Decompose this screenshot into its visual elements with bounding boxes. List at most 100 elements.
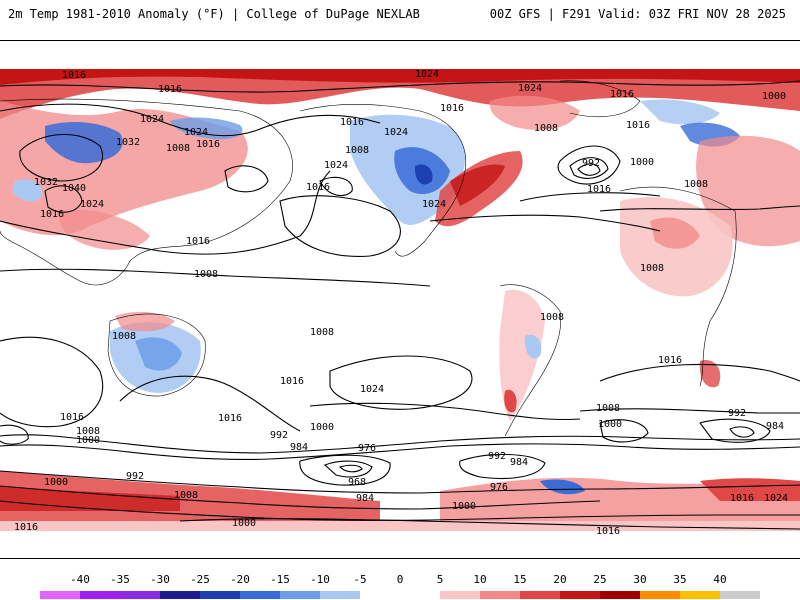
colorbar-tick-label: -25 [190, 573, 210, 586]
isobar-label: 1016 [440, 103, 464, 114]
colorbar-swatch [280, 591, 321, 599]
colorbar-tick-label: 15 [513, 573, 527, 586]
isobar-label: 1016 [196, 139, 220, 150]
isobar-label: 1016 [280, 376, 304, 387]
colorbar-labels: -40 -35 -30 -25 -20 -15 -10 -5 0 5 10 15 20 25 30 35 40 [0, 573, 800, 589]
isobar-label: 976 [358, 443, 376, 454]
isobar-label: 1032 [116, 137, 140, 148]
isobar-label: 1008 [540, 312, 564, 323]
colorbar-swatch [440, 591, 481, 599]
colorbar-tick-label: -20 [230, 573, 250, 586]
isobar-label: 1008 [345, 145, 369, 156]
colorbar-swatch [40, 591, 81, 599]
isobar-label: 1000 [232, 518, 256, 529]
isobar-label: 1008 [194, 269, 218, 280]
colorbar-tick-label: 20 [553, 573, 567, 586]
isobar-label: 1000 [310, 422, 334, 433]
isobar-label: 1008 [596, 403, 620, 414]
colorbar-tick-label: 35 [673, 573, 687, 586]
isobar-label: 1016 [626, 120, 650, 131]
colorbar-swatch [720, 591, 760, 599]
isobar-label: 1024 [140, 114, 164, 125]
colorbar-tick-label: -30 [150, 573, 170, 586]
isobar-label: 984 [510, 457, 528, 468]
isobar-label: 1008 [166, 143, 190, 154]
colorbar-tick-label: -40 [70, 573, 90, 586]
isobar-label: 992 [126, 471, 144, 482]
isobar-label: 1024 [324, 160, 348, 171]
map-canvas: 1016 1024 1016 1024 1024 1032 1008 1016 … [0, 69, 800, 537]
isobar-label: 1040 [62, 183, 86, 194]
colorbar-swatch [120, 591, 161, 599]
isobar-label: 1016 [596, 526, 620, 537]
isobar-label: 1024 [422, 199, 446, 210]
colorbar-swatch [200, 591, 241, 599]
isobar-label: 1000 [762, 91, 786, 102]
isobar-label: 992 [582, 158, 600, 169]
colorbar-swatch [160, 591, 201, 599]
isobar-label: 1016 [14, 522, 38, 533]
isobar-labels: 1016 1024 1016 1024 1024 1032 1008 1016 … [14, 69, 788, 537]
isobar-label: 1024 [80, 199, 104, 210]
isobar-label: 1016 [158, 84, 182, 95]
isobar-label: 992 [488, 451, 506, 462]
isobars [0, 80, 800, 530]
colorbar-swatch [680, 591, 721, 599]
isobar-label: 1024 [764, 493, 788, 504]
isobar-label: 1008 [640, 263, 664, 274]
isobar-label: 1016 [340, 117, 364, 128]
colorbar-swatch [240, 591, 281, 599]
colorbar-swatches [40, 591, 760, 599]
coastlines [0, 80, 737, 437]
isobar-label: 968 [348, 477, 366, 488]
isobar-label: 976 [490, 482, 508, 493]
isobar-label: 1032 [34, 177, 58, 188]
colorbar-tick-label: -15 [270, 573, 290, 586]
isobar-label: 1024 [518, 83, 542, 94]
isobar-label: 1024 [415, 69, 439, 80]
colorbar-swatch [320, 591, 361, 599]
colorbar [40, 591, 760, 599]
isobar-label: 1016 [218, 413, 242, 424]
isobar-label: 1000 [630, 157, 654, 168]
colorbar-swatch [600, 591, 641, 599]
model-run-info: 00Z GFS | F291 Valid: 03Z FRI NOV 28 202… [489, 7, 786, 21]
isobar-label: 1016 [40, 209, 64, 220]
isobar-label: 1008 [76, 426, 100, 437]
isobar-label: 1008 [684, 179, 708, 190]
colorbar-swatch [560, 591, 601, 599]
isobar-label: 984 [766, 421, 784, 432]
isobar-label: 1016 [658, 355, 682, 366]
colorbar-tick-label: -35 [110, 573, 130, 586]
colorbar-swatch [360, 591, 401, 599]
isobar-label: 1008 [534, 123, 558, 134]
colorbar-tick-label: 25 [593, 573, 607, 586]
isobar-label: 1000 [452, 501, 476, 512]
isobar-label: 1016 [306, 182, 330, 193]
isobar-label: 992 [270, 430, 288, 441]
isobar-label: 1008 [174, 490, 198, 501]
isobar-label: 1008 [112, 331, 136, 342]
colorbar-swatch [400, 591, 441, 599]
isobar-label: 1024 [184, 127, 208, 138]
isobar-label: 1016 [62, 70, 86, 81]
map-panel: 1016 1024 1016 1024 1024 1032 1008 1016 … [0, 40, 800, 559]
isobar-label: 1024 [384, 127, 408, 138]
colorbar-tick-label: 40 [713, 573, 727, 586]
colorbar-tick-label: 0 [396, 573, 404, 586]
colorbar-swatch [480, 591, 521, 599]
isobar-label: 984 [356, 493, 374, 504]
colorbar-swatch [520, 591, 561, 599]
isobar-label: 1000 [598, 419, 622, 430]
isobar-label: 992 [728, 408, 746, 419]
isobar-label: 984 [290, 442, 308, 453]
colorbar-tick-label: 10 [473, 573, 487, 586]
map-title: 2m Temp 1981-2010 Anomaly (°F) | College… [8, 7, 420, 21]
isobar-label: 1016 [610, 89, 634, 100]
colorbar-tick-label: -5 [353, 573, 367, 586]
isobar-label: 1016 [730, 493, 754, 504]
colorbar-tick-label: 5 [436, 573, 444, 586]
isobar-label: 1016 [587, 184, 611, 195]
isobar-label: 1016 [60, 412, 84, 423]
header: 2m Temp 1981-2010 Anomaly (°F) | College… [0, 0, 800, 30]
